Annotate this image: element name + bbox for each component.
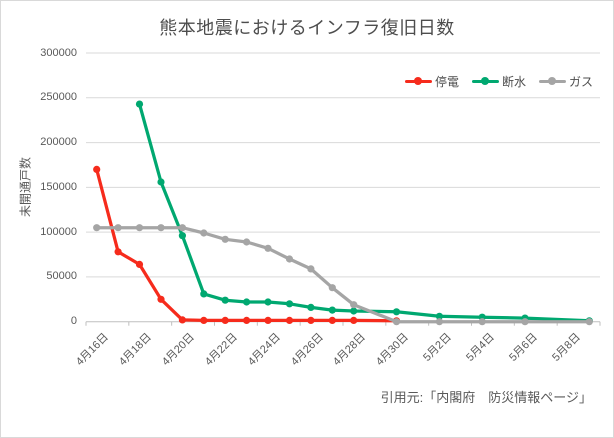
data-point-marker (221, 235, 229, 243)
legend-dot-icon (481, 77, 490, 85)
data-point-marker (135, 224, 144, 232)
y-axis-tick-label: 200000 (40, 136, 77, 149)
data-point-marker (243, 238, 251, 246)
legend-label: ガス (568, 74, 593, 89)
data-point-marker (264, 316, 272, 324)
data-point-marker (392, 318, 401, 326)
legend-dot-icon (414, 77, 423, 85)
source-note: 引用元:「内閣府 防災情報ページ」 (380, 390, 592, 405)
data-point-marker (178, 232, 186, 240)
legend: 停電 断水 ガス (404, 72, 593, 90)
data-point-marker (200, 229, 208, 237)
data-point-marker (328, 316, 336, 324)
data-point-marker (350, 301, 358, 309)
y-axis-tick-label: 100000 (40, 225, 77, 238)
data-point-marker (135, 260, 144, 268)
data-point-marker (285, 300, 294, 308)
legend-line-marker-icon (404, 77, 432, 85)
legend-line-marker-icon (538, 77, 566, 85)
legend-label: 停電 (434, 74, 459, 89)
data-point-marker (264, 298, 272, 306)
data-point-marker (178, 316, 186, 324)
legend-dot-icon (548, 77, 557, 85)
data-point-marker (200, 290, 208, 298)
data-point-marker (243, 316, 251, 324)
data-point-marker (350, 316, 358, 324)
data-point-marker (178, 224, 186, 232)
data-point-marker (221, 316, 229, 324)
data-point-marker (135, 100, 144, 108)
data-point-marker (435, 318, 443, 326)
data-point-marker (157, 178, 165, 186)
data-point-marker (307, 303, 315, 311)
data-point-marker (221, 296, 229, 304)
data-point-marker (328, 306, 336, 314)
legend-item-water-outage[interactable]: 断水 (471, 73, 526, 90)
y-axis-tick-label: 250000 (40, 91, 77, 104)
data-point-marker (157, 224, 165, 232)
y-axis-tick-label: 0 (70, 315, 77, 328)
data-point-marker (264, 244, 272, 252)
legend-item-gas[interactable]: ガス (538, 73, 593, 90)
data-point-marker (285, 316, 294, 324)
data-point-marker (157, 295, 165, 303)
data-point-marker (328, 284, 336, 292)
data-point-marker (243, 298, 251, 306)
data-point-marker (585, 318, 593, 326)
data-point-marker (307, 265, 315, 273)
data-point-marker (435, 312, 443, 320)
y-axis-tick-label: 300000 (40, 46, 77, 59)
y-axis-tick-label: 150000 (40, 180, 77, 193)
y-axis-tick-label: 50000 (46, 270, 77, 283)
data-point-marker (200, 316, 208, 324)
data-point-marker (521, 318, 529, 326)
data-point-marker (350, 307, 358, 315)
data-point-marker (93, 165, 101, 173)
legend-label: 断水 (501, 74, 526, 89)
chart-title: 熊本地震におけるインフラ復旧日数 (159, 18, 455, 38)
data-point-marker (114, 224, 122, 232)
data-point-marker (114, 248, 122, 256)
legend-line-marker-icon (471, 77, 499, 85)
data-point-marker (93, 224, 101, 232)
legend-item-power-outage[interactable]: 停電 (404, 73, 459, 90)
series-line-1 (137, 102, 591, 323)
data-point-marker (307, 316, 315, 324)
data-point-marker (392, 308, 401, 316)
data-point-marker (285, 255, 294, 263)
data-point-marker (478, 318, 486, 326)
